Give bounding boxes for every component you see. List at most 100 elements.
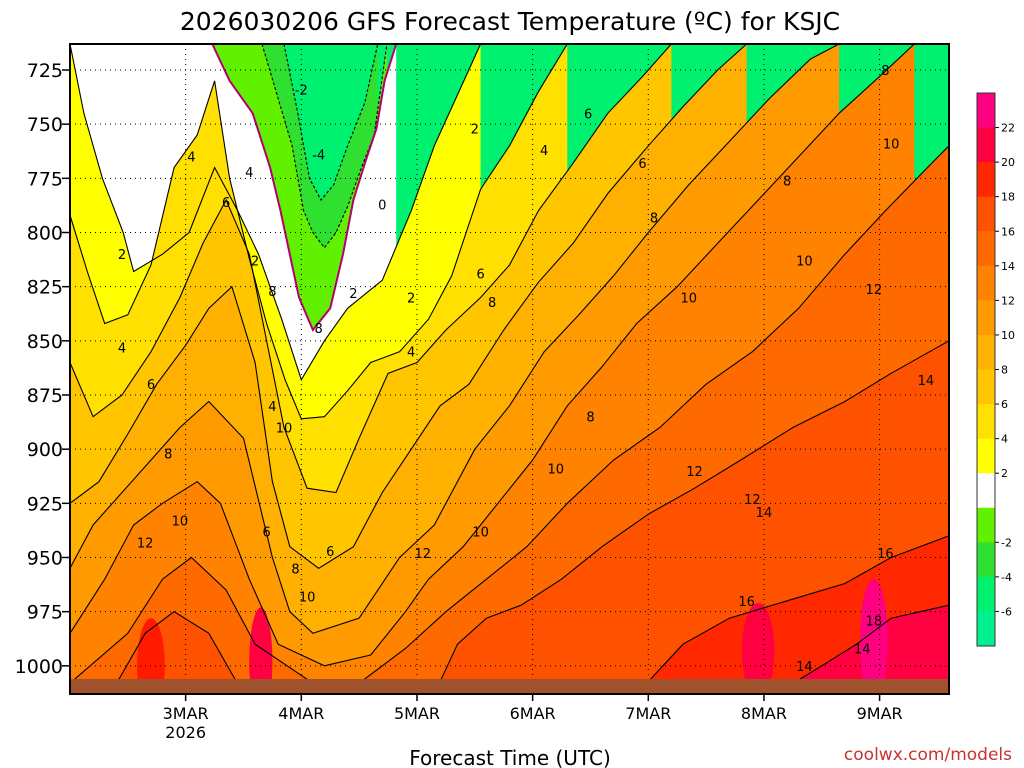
- contour-label-5: 2: [349, 287, 357, 302]
- contour-label-18: 6: [476, 268, 484, 283]
- y-tick-label-8: 925: [27, 493, 63, 515]
- colorbar-legend: 22 20 18 16 14 12 10 8 6 4 2 -2 -4 -6: [976, 92, 1015, 647]
- contour-label-4: 2: [251, 255, 259, 270]
- colorbar-swatch-1: [977, 576, 995, 612]
- isotherm-2: [211, 44, 398, 332]
- isotherm-3: [70, 44, 482, 382]
- contour-label-31: 10: [276, 422, 293, 437]
- colorbar-swatch-5: [977, 438, 995, 474]
- contour-label-33: 10: [472, 526, 489, 541]
- x-axis-label: Forecast Time (UTC): [409, 746, 611, 768]
- grid-layer: [70, 44, 949, 694]
- contour-label-11: 4: [268, 400, 276, 415]
- colorbar-swatch-6: [977, 404, 995, 440]
- isotherm-8: [70, 44, 915, 667]
- x-tick-label-2: 5MAR: [394, 704, 440, 723]
- colorbar-label-2: -4: [1001, 571, 1012, 584]
- colorbar-swatch-13: [977, 162, 995, 198]
- credit-text: coolwx.com/models: [844, 745, 1012, 765]
- contour-label-25: 8: [488, 296, 496, 311]
- contour-label-3: 2: [118, 248, 126, 263]
- contour-label-layer: -2-402 22 22444444666666688888888810101010…: [118, 64, 934, 675]
- contour-label-45: 14: [854, 643, 871, 658]
- y-tick-label-0: 725: [27, 60, 63, 82]
- isotherm-12: [775, 604, 949, 694]
- colorbar-label-5: 2: [1001, 467, 1008, 480]
- contour-label-2: 0: [378, 198, 386, 213]
- colorbar-label-10: 12: [1001, 294, 1015, 307]
- isotherm-9: [70, 145, 949, 684]
- colorbar-label-1: -6: [1001, 605, 1012, 618]
- y-axis: 725 750 775 800 825 850 875 900 925 950 975 1000: [15, 60, 70, 678]
- contour-label-35: 10: [680, 292, 697, 307]
- plot-frame: [69, 43, 950, 695]
- contour-label-32: 10: [299, 591, 316, 606]
- x-tick-label-6: 9MAR: [857, 704, 903, 723]
- contour-label-0: -2: [295, 84, 308, 99]
- contour-label-17: 6: [326, 545, 334, 560]
- contour-label-16: 6: [262, 526, 270, 541]
- contour-label-19: 6: [584, 107, 592, 122]
- contour-label-26: 8: [586, 411, 594, 426]
- contour-label-38: 12: [137, 536, 154, 551]
- contour-label-22: 8: [268, 285, 276, 300]
- contour-label-9: 4: [245, 166, 253, 181]
- contour-label-46: 14: [918, 374, 935, 389]
- colorbar-swatch-7: [977, 369, 995, 405]
- contour-label-7: 2: [471, 123, 479, 138]
- colorbar-frame: [976, 92, 996, 647]
- x-tick-label-0: 3MAR: [163, 704, 209, 723]
- y-tick-label-1: 750: [27, 114, 63, 136]
- isotherm-0: [283, 44, 379, 201]
- contour-label-49: 18: [866, 614, 883, 629]
- contour-label-29: 8: [881, 64, 889, 79]
- contour-label-30: 10: [172, 515, 189, 530]
- fill-band-10: [70, 340, 949, 694]
- colorbar-label-6: 4: [1001, 433, 1008, 446]
- colorbar-swatch-4: [977, 473, 995, 509]
- contour-label-10: 4: [118, 341, 126, 356]
- warm-core-2: [741, 603, 775, 694]
- isotherm-5: [70, 44, 672, 494]
- contour-label-37: 10: [883, 138, 900, 153]
- contour-label-47: 16: [738, 595, 755, 610]
- x-tick-sublabel-0: 2026: [165, 723, 206, 742]
- contour-label-14: 6: [147, 378, 155, 393]
- colorbar-label-15: 22: [1001, 122, 1015, 135]
- y-tick-label-7: 900: [27, 439, 63, 461]
- contour-label-42: 12: [866, 283, 883, 298]
- isotherm-10: [110, 340, 949, 694]
- isotherm-4: [70, 44, 568, 420]
- contour-label-41: 12: [744, 493, 761, 508]
- colorbar-swatch-14: [977, 127, 995, 163]
- y-tick-label-2: 775: [27, 168, 63, 190]
- x-tick-label-1: 4MAR: [278, 704, 324, 723]
- colorbar-swatch-12: [977, 196, 995, 232]
- contour-label-36: 10: [796, 255, 813, 270]
- contour-label-28: 8: [783, 175, 791, 190]
- isotherm-11: [636, 535, 949, 694]
- colorbar-label-7: 6: [1001, 398, 1008, 411]
- y-tick-label-11: 1000: [15, 656, 63, 678]
- colorbar-swatch-10: [977, 265, 995, 301]
- contour-label-8: 4: [187, 151, 195, 166]
- temperature-fill-layer: [70, 44, 949, 694]
- colorbar-swatch-3: [977, 507, 995, 543]
- colorbar-swatch-15: [977, 93, 995, 129]
- contour-label-23: 8: [315, 322, 323, 337]
- warm-core-0: [137, 618, 165, 694]
- contour-label-39: 12: [414, 547, 431, 562]
- y-tick-label-4: 825: [27, 277, 63, 299]
- colorbar-swatch-8: [977, 334, 995, 370]
- colorbar-label-14: 20: [1001, 156, 1015, 169]
- contour-label-43: 14: [756, 506, 773, 521]
- colorbar-label-12: 16: [1001, 225, 1015, 238]
- contour-label-15: 6: [222, 196, 230, 211]
- isotherm-6: [70, 44, 747, 569]
- contour-label-34: 10: [547, 463, 564, 478]
- colorbar-swatch-0: [977, 611, 995, 647]
- y-tick-label-3: 800: [27, 223, 63, 245]
- colorbar-swatch-9: [977, 300, 995, 336]
